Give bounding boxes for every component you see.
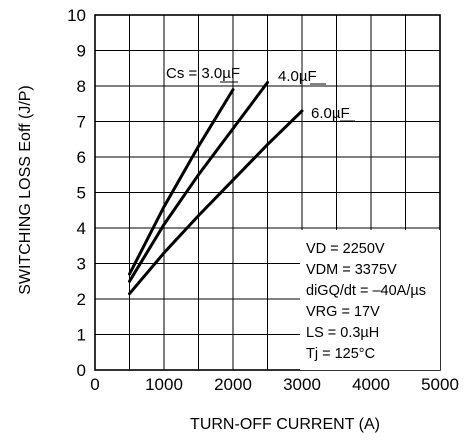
- y-tick-label: 1: [77, 326, 86, 345]
- y-tick-label: 9: [77, 42, 86, 61]
- x-axis-title: TURN-OFF CURRENT (A): [190, 416, 380, 433]
- x-tick-label: 3000: [283, 375, 321, 394]
- series-line: [128, 109, 304, 296]
- series-label: 4.0µF: [278, 68, 317, 85]
- condition-line: Tj = 125°C: [306, 346, 375, 362]
- y-axis-title: SWITCHING LOSS Eoff (J/P): [17, 85, 34, 295]
- condition-line: LS = 0.3µH: [306, 325, 379, 341]
- condition-line: VDM = 3375V: [306, 262, 397, 278]
- x-tick-label: 0: [90, 375, 99, 394]
- series-label: Cs = 3.0µF: [166, 65, 240, 82]
- x-tick-labels: 0 1000 2000 3000 4000 5000: [90, 375, 459, 394]
- y-tick-label: 2: [77, 290, 86, 309]
- conditions-annotation: VD = 2250V VDM = 3375V diGQ/dt = –40A/µs VR…: [300, 230, 440, 370]
- x-tick-label: 5000: [421, 375, 459, 394]
- condition-line: VRG = 17V: [306, 304, 380, 320]
- y-tick-label: 7: [77, 113, 86, 132]
- series-line: [128, 81, 269, 283]
- grid: [95, 15, 440, 370]
- plot-frame: [94, 14, 441, 371]
- condition-line: diGQ/dt = –40A/µs: [306, 283, 426, 299]
- series-labels: Cs = 3.0µF 4.0µF 6.0µF: [166, 65, 355, 122]
- y-tick-label: 6: [77, 148, 86, 167]
- y-tick-label: 0: [77, 361, 86, 380]
- series-label: 6.0µF: [311, 105, 350, 122]
- conditions-background: [300, 230, 440, 370]
- y-tick-labels: 0 1 2 3 4 5 6 7 8 9 10: [67, 6, 86, 380]
- series-lines: [128, 81, 304, 296]
- y-tick-label: 10: [67, 6, 86, 25]
- y-tick-label: 4: [77, 219, 86, 238]
- series-line: [128, 88, 235, 276]
- y-tick-label: 5: [77, 184, 86, 203]
- condition-line: VD = 2250V: [306, 241, 385, 257]
- y-tick-label: 8: [77, 77, 86, 96]
- x-tick-label: 2000: [214, 375, 252, 394]
- x-tick-label: 4000: [352, 375, 390, 394]
- x-tick-label: 1000: [145, 375, 183, 394]
- y-tick-label: 3: [77, 255, 86, 274]
